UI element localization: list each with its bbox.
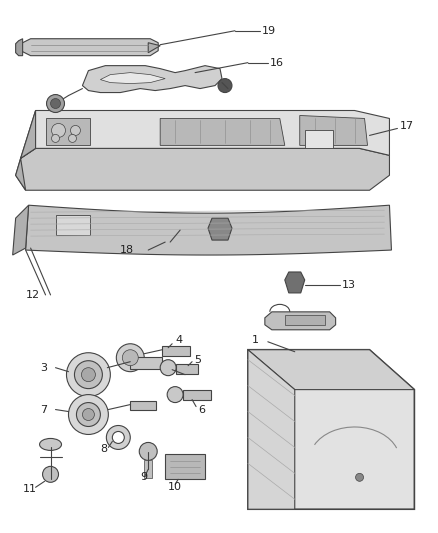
Bar xyxy=(183,390,211,400)
Polygon shape xyxy=(16,39,23,55)
Text: 19: 19 xyxy=(262,26,276,36)
Circle shape xyxy=(82,409,95,421)
Text: 9: 9 xyxy=(140,472,147,482)
Bar xyxy=(130,401,156,409)
Text: 18: 18 xyxy=(120,245,134,255)
Polygon shape xyxy=(248,350,414,509)
Text: 7: 7 xyxy=(41,405,48,415)
Polygon shape xyxy=(46,118,90,146)
Polygon shape xyxy=(16,148,389,190)
Circle shape xyxy=(46,94,64,112)
Text: 8: 8 xyxy=(100,445,107,455)
Text: 10: 10 xyxy=(168,482,182,492)
Bar xyxy=(305,131,332,148)
Circle shape xyxy=(74,361,102,389)
Circle shape xyxy=(112,432,124,443)
Polygon shape xyxy=(16,110,35,190)
Polygon shape xyxy=(208,218,232,240)
Circle shape xyxy=(52,134,60,142)
Bar xyxy=(285,315,325,325)
Bar xyxy=(165,455,205,479)
Circle shape xyxy=(50,99,60,109)
Polygon shape xyxy=(285,272,305,293)
Text: 4: 4 xyxy=(175,335,182,345)
Bar xyxy=(56,215,90,235)
Polygon shape xyxy=(265,312,336,330)
Circle shape xyxy=(139,442,157,461)
Text: 12: 12 xyxy=(25,290,40,300)
Text: 6: 6 xyxy=(198,405,205,415)
Circle shape xyxy=(167,386,183,402)
Circle shape xyxy=(122,350,138,366)
Polygon shape xyxy=(25,205,392,255)
Polygon shape xyxy=(21,110,389,158)
Bar xyxy=(144,461,152,478)
Polygon shape xyxy=(248,350,414,390)
Circle shape xyxy=(77,402,100,426)
Text: 3: 3 xyxy=(41,362,48,373)
Circle shape xyxy=(106,425,130,449)
Polygon shape xyxy=(148,43,160,53)
Polygon shape xyxy=(100,72,165,84)
Polygon shape xyxy=(13,205,28,255)
Circle shape xyxy=(356,473,364,481)
Polygon shape xyxy=(300,116,367,146)
Circle shape xyxy=(218,78,232,93)
Circle shape xyxy=(68,394,108,434)
Polygon shape xyxy=(21,39,158,55)
Circle shape xyxy=(160,360,176,376)
Text: 1: 1 xyxy=(252,335,259,345)
Polygon shape xyxy=(82,66,222,93)
Text: 5: 5 xyxy=(194,354,201,365)
Text: 16: 16 xyxy=(270,58,284,68)
Circle shape xyxy=(52,124,66,138)
Circle shape xyxy=(67,353,110,397)
Text: 17: 17 xyxy=(399,122,413,132)
Bar xyxy=(176,364,198,374)
Bar xyxy=(162,346,190,356)
Circle shape xyxy=(42,466,59,482)
Circle shape xyxy=(68,134,77,142)
Polygon shape xyxy=(160,118,285,146)
Circle shape xyxy=(71,125,81,135)
Ellipse shape xyxy=(39,439,61,450)
Polygon shape xyxy=(248,350,295,509)
Circle shape xyxy=(81,368,95,382)
Circle shape xyxy=(117,344,144,372)
Text: 13: 13 xyxy=(342,280,356,290)
Bar xyxy=(130,357,162,369)
Text: 11: 11 xyxy=(23,484,37,494)
